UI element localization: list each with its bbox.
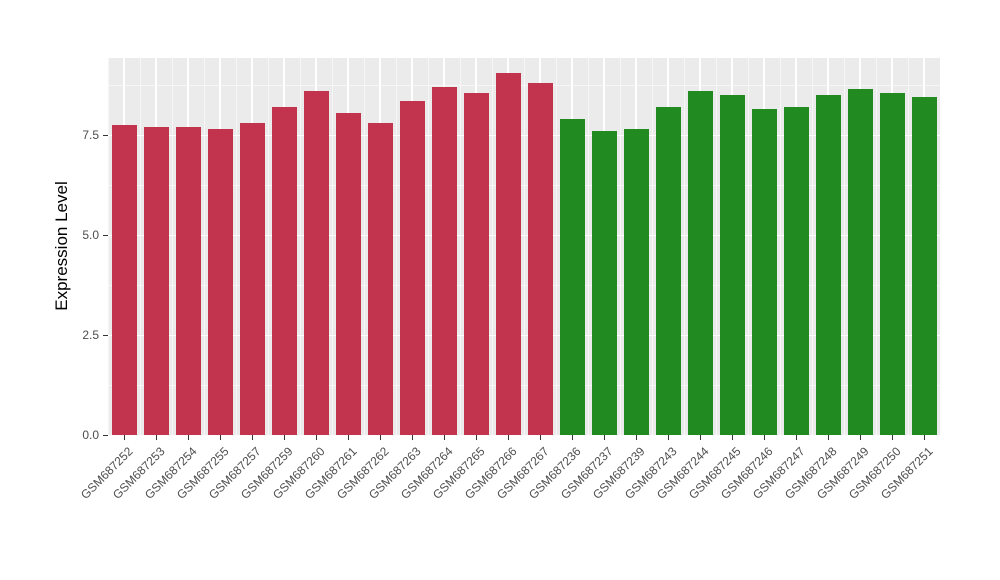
minor-gridline-vertical: [171, 58, 173, 435]
minor-gridline-vertical: [139, 58, 141, 435]
y-tick-mark: [103, 434, 108, 436]
x-tick-mark: [859, 435, 861, 440]
bar-GSM687251: [911, 97, 937, 435]
y-tick-mark: [103, 334, 108, 336]
minor-gridline-vertical: [267, 58, 269, 435]
minor-gridline-vertical: [523, 58, 525, 435]
bar-GSM687257: [239, 123, 265, 435]
bar-GSM687263: [399, 101, 425, 435]
x-tick-mark: [443, 435, 445, 440]
bar-GSM687264: [431, 87, 457, 435]
bar-GSM687247: [783, 107, 809, 435]
minor-gridline-vertical: [683, 58, 685, 435]
y-tick-mark: [103, 234, 108, 236]
minor-gridline-vertical: [555, 58, 557, 435]
y-tick-label: 0.0: [82, 428, 99, 442]
minor-gridline-vertical: [651, 58, 653, 435]
x-tick-mark: [219, 435, 221, 440]
x-tick-mark: [667, 435, 669, 440]
x-tick-mark: [507, 435, 509, 440]
x-tick-mark: [539, 435, 541, 440]
x-tick-mark: [699, 435, 701, 440]
x-tick-mark: [187, 435, 189, 440]
bar-GSM687259: [271, 107, 297, 435]
bar-GSM687250: [879, 93, 905, 435]
x-tick-mark: [571, 435, 573, 440]
x-tick-mark: [347, 435, 349, 440]
minor-gridline-vertical: [939, 58, 940, 435]
bar-GSM687267: [527, 83, 553, 435]
x-tick-mark: [315, 435, 317, 440]
bar-GSM687245: [719, 95, 745, 435]
minor-gridline-vertical: [299, 58, 301, 435]
bar-GSM687255: [207, 129, 233, 435]
y-tick-label: 2.5: [82, 328, 99, 343]
minor-gridline-vertical: [907, 58, 909, 435]
bar-GSM687260: [303, 91, 329, 435]
x-tick-mark: [923, 435, 925, 440]
minor-gridline-vertical: [715, 58, 717, 435]
minor-gridline-vertical: [619, 58, 621, 435]
minor-gridline-vertical: [587, 58, 589, 435]
bar-GSM687244: [687, 91, 713, 435]
y-tick-label: 7.5: [82, 128, 99, 143]
minor-gridline-vertical: [459, 58, 461, 435]
bar-GSM687265: [463, 93, 489, 435]
x-tick-mark: [891, 435, 893, 440]
minor-gridline-vertical: [203, 58, 205, 435]
bar-GSM687236: [559, 119, 585, 435]
x-tick-mark: [763, 435, 765, 440]
plot-panel: [108, 58, 940, 435]
x-tick-mark: [603, 435, 605, 440]
x-tick-mark: [635, 435, 637, 440]
bar-GSM687248: [815, 95, 841, 435]
bar-GSM687246: [751, 109, 777, 435]
bar-GSM687253: [143, 127, 169, 435]
x-tick-mark: [155, 435, 157, 440]
bar-GSM687237: [591, 131, 617, 435]
y-tick-mark: [103, 134, 108, 136]
minor-gridline-vertical: [747, 58, 749, 435]
minor-gridline-vertical: [811, 58, 813, 435]
x-tick-mark: [795, 435, 797, 440]
minor-gridline-vertical: [331, 58, 333, 435]
bar-GSM687249: [847, 89, 873, 435]
bar-GSM687266: [495, 73, 521, 435]
x-tick-mark: [283, 435, 285, 440]
minor-gridline-vertical: [395, 58, 397, 435]
x-tick-mark: [123, 435, 125, 440]
x-tick-mark: [251, 435, 253, 440]
bar-GSM687261: [335, 113, 361, 435]
minor-gridline-vertical: [427, 58, 429, 435]
x-tick-mark: [475, 435, 477, 440]
x-tick-mark: [379, 435, 381, 440]
x-tick-mark: [827, 435, 829, 440]
minor-gridline-vertical: [779, 58, 781, 435]
x-tick-mark: [411, 435, 413, 440]
bar-GSM687239: [623, 129, 649, 435]
x-tick-mark: [731, 435, 733, 440]
minor-gridline-vertical: [235, 58, 237, 435]
minor-gridline-vertical: [875, 58, 877, 435]
minor-gridline-vertical: [363, 58, 365, 435]
minor-gridline-vertical: [843, 58, 845, 435]
y-axis-title: Expression Level: [52, 181, 71, 311]
minor-gridline-vertical: [108, 58, 109, 435]
bar-GSM687243: [655, 107, 681, 435]
bar-GSM687262: [367, 123, 393, 435]
y-tick-label: 5.0: [82, 228, 99, 243]
bar-GSM687252: [111, 125, 137, 435]
minor-gridline-vertical: [491, 58, 493, 435]
bar-GSM687254: [175, 127, 201, 435]
